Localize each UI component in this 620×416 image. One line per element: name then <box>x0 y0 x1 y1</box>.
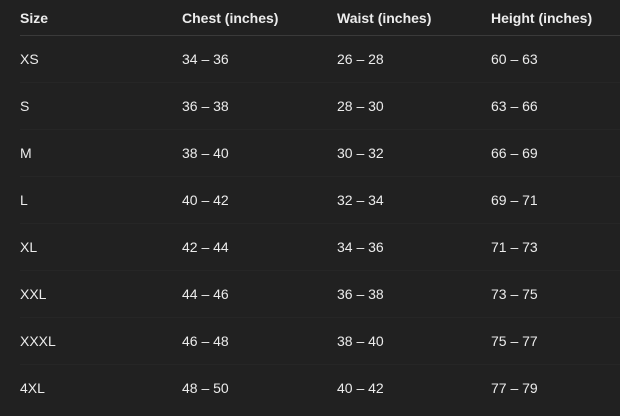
cell-chest: 38 – 40 <box>182 129 337 177</box>
cell-waist: 26 – 28 <box>337 35 491 83</box>
cell-waist: 38 – 40 <box>337 317 491 365</box>
cell-waist: 30 – 32 <box>337 129 491 177</box>
table-row: XXL 44 – 46 36 – 38 73 – 75 <box>20 270 620 318</box>
header-height: Height (inches) <box>491 0 620 36</box>
cell-chest: 48 – 50 <box>182 380 229 396</box>
header-size: Size <box>20 0 182 36</box>
table-row: 4XL 48 – 50 40 – 42 77 – 79 <box>20 365 620 412</box>
table-row: XS 34 – 36 26 – 28 60 – 63 <box>20 35 620 83</box>
cell-size: 4XL <box>20 380 45 396</box>
cell-size: S <box>20 82 182 130</box>
cell-height: 73 – 75 <box>491 270 620 318</box>
table-row: L 40 – 42 32 – 34 69 – 71 <box>20 176 620 224</box>
header-row: Size Chest (inches) Waist (inches) Heigh… <box>20 0 620 36</box>
cell-height: 75 – 77 <box>491 317 620 365</box>
cell-chest: 34 – 36 <box>182 35 337 83</box>
cell-size: XXXL <box>20 317 182 365</box>
cell-chest: 46 – 48 <box>182 317 337 365</box>
cell-height: 66 – 69 <box>491 129 620 177</box>
cell-size: XL <box>20 223 182 271</box>
cell-height: 69 – 71 <box>491 176 620 224</box>
cell-chest: 36 – 38 <box>182 82 337 130</box>
table-row: XXXL 46 – 48 38 – 40 75 – 77 <box>20 317 620 365</box>
cell-height: 77 – 79 <box>491 380 538 396</box>
cell-size: XXL <box>20 270 182 318</box>
cell-size: M <box>20 129 182 177</box>
table-row: XL 42 – 44 34 – 36 71 – 73 <box>20 223 620 271</box>
size-chart-table: Size Chest (inches) Waist (inches) Heigh… <box>20 0 620 411</box>
cell-chest: 44 – 46 <box>182 270 337 318</box>
cell-size: L <box>20 176 182 224</box>
cell-height: 63 – 66 <box>491 82 620 130</box>
cell-height: 60 – 63 <box>491 35 620 83</box>
table-row: M 38 – 40 30 – 32 66 – 69 <box>20 129 620 177</box>
table-row: S 36 – 38 28 – 30 63 – 66 <box>20 82 620 130</box>
cell-waist: 28 – 30 <box>337 82 491 130</box>
cell-waist: 36 – 38 <box>337 270 491 318</box>
cell-size: XS <box>20 35 182 83</box>
cell-waist: 34 – 36 <box>337 223 491 271</box>
cell-chest: 40 – 42 <box>182 176 337 224</box>
cell-waist: 32 – 34 <box>337 176 491 224</box>
header-waist: Waist (inches) <box>337 0 491 36</box>
cell-chest: 42 – 44 <box>182 223 337 271</box>
header-chest: Chest (inches) <box>182 0 337 36</box>
cell-height: 71 – 73 <box>491 223 620 271</box>
cell-waist: 40 – 42 <box>337 380 384 396</box>
